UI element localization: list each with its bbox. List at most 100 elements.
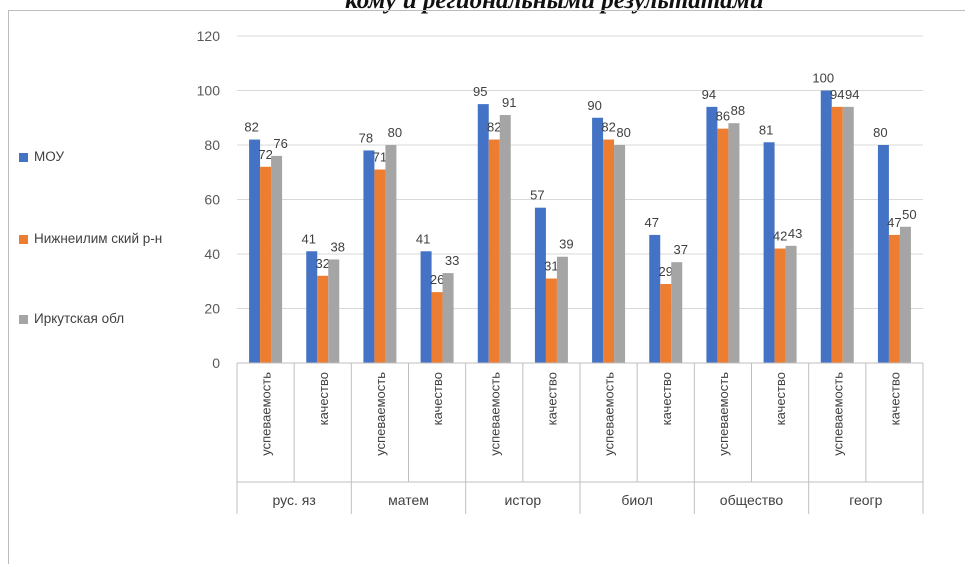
x-tick-label-3: качество [430,372,445,425]
bar-s2-c5 [556,256,568,363]
bar-s0-c7 [649,234,661,363]
chart-frame [8,10,965,564]
legend-label-mou: МОУ [34,149,65,164]
bar-s2-c0 [271,155,283,363]
bar-s0-c5 [534,207,546,363]
legend-swatch-mou [19,153,28,162]
bar-s1-c6 [603,139,615,363]
y-tick-label-120: 120 [197,28,221,44]
bar-s1-c2 [374,169,386,363]
y-tick-label-80: 80 [204,137,220,153]
bar-s0-c10 [820,90,832,363]
bar-s0-c9 [763,142,775,363]
data-label-s0-c8: 94 [702,87,716,102]
data-label-s2-c7: 37 [674,242,688,257]
bar-s0-c0 [249,139,261,363]
x-tick-label-11: качество [887,372,902,425]
data-label-s1-c6: 82 [601,120,615,135]
data-label-s2-c10: 94 [845,87,859,102]
data-label-s0-c11: 80 [873,125,887,140]
x-group-label-3: биол [621,492,653,508]
legend-swatch-region [19,315,28,324]
data-label-s2-c3: 33 [445,253,459,268]
y-tick-label-0: 0 [212,355,220,371]
x-group-label-1: матем [388,492,429,508]
data-label-s1-c3: 26 [430,272,444,287]
data-label-s1-c8: 86 [716,109,730,124]
data-label-s1-c11: 47 [887,215,901,230]
bar-s0-c3 [420,251,432,363]
bar-s1-c4 [488,139,500,363]
bar-s1-c7 [660,283,672,363]
data-label-s0-c2: 78 [359,130,373,145]
x-group-label-4: общество [720,492,784,508]
x-tick-label-1: качество [316,372,331,425]
bar-s2-c4 [499,115,511,364]
x-tick-label-8: успеваемость [716,372,731,456]
bar-s2-c3 [442,273,454,363]
bar-s1-c9 [774,248,786,363]
bar-s0-c2 [363,150,375,363]
data-label-s1-c2: 71 [373,150,387,165]
bar-s2-c9 [785,245,797,363]
data-label-s0-c3: 41 [416,231,430,246]
bar-s0-c6 [592,117,604,363]
data-label-s1-c1: 32 [316,256,330,271]
x-tick-label-7: качество [659,372,674,425]
data-label-s0-c5: 57 [530,188,544,203]
bar-s1-c5 [545,278,557,363]
data-label-s0-c4: 95 [473,84,487,99]
data-label-s2-c4: 91 [502,95,516,110]
legend-item-region: Иркутская обл [19,310,164,328]
bar-s2-c1 [328,259,340,363]
legend-item-district: Нижнеилим ский р-н [19,230,169,248]
bar-s0-c4 [477,104,489,363]
data-label-s0-c10: 100 [812,71,834,86]
x-tick-label-9: качество [773,372,788,425]
bar-s2-c7 [671,262,683,363]
data-label-s2-c0: 76 [273,136,287,151]
data-label-s1-c7: 29 [659,264,673,279]
data-label-s0-c9: 81 [759,122,773,137]
data-label-s0-c7: 47 [645,215,659,230]
bar-s0-c8 [706,106,718,363]
data-label-s0-c6: 90 [587,98,601,113]
data-label-s1-c4: 82 [487,120,501,135]
bar-s1-c11 [888,234,900,363]
legend-item-mou: МОУ [19,148,169,166]
x-tick-label-0: успеваемость [259,372,274,456]
data-label-s2-c6: 80 [616,125,630,140]
y-tick-label-20: 20 [204,301,220,317]
bar-s0-c1 [306,251,318,363]
x-group-label-0: рус. яз [273,492,316,508]
legend-label-district: Нижнеилим ский р-н [34,231,163,246]
x-group-label-2: истор [505,492,542,508]
data-label-s2-c9: 43 [788,226,802,241]
x-tick-label-4: успеваемость [487,372,502,456]
x-tick-label-10: успеваемость [830,372,845,456]
data-label-s2-c5: 39 [559,237,573,252]
x-tick-label-6: успеваемость [602,372,617,456]
data-label-s1-c0: 72 [258,147,272,162]
bar-s1-c3 [431,292,443,363]
bar-s1-c1 [317,275,329,363]
x-tick-label-2: успеваемость [373,372,388,456]
data-label-s0-c1: 41 [302,231,316,246]
bar-s2-c2 [385,145,397,363]
data-label-s2-c8: 88 [731,103,745,118]
data-label-s2-c1: 38 [331,239,345,254]
data-label-s1-c5: 31 [544,259,558,274]
bar-s1-c0 [260,166,272,363]
data-label-s2-c11: 50 [902,207,916,222]
x-group-label-5: геогр [849,492,882,508]
legend-swatch-district [19,235,28,244]
bar-s1-c10 [831,106,843,363]
x-tick-label-5: качество [544,372,559,425]
data-label-s1-c10: 94 [830,87,844,102]
legend-label-region: Иркутская обл [34,311,125,326]
data-label-s0-c0: 82 [244,120,258,135]
bar-s2-c6 [614,145,626,363]
data-label-s2-c2: 80 [388,125,402,140]
bar-s1-c8 [717,128,729,363]
